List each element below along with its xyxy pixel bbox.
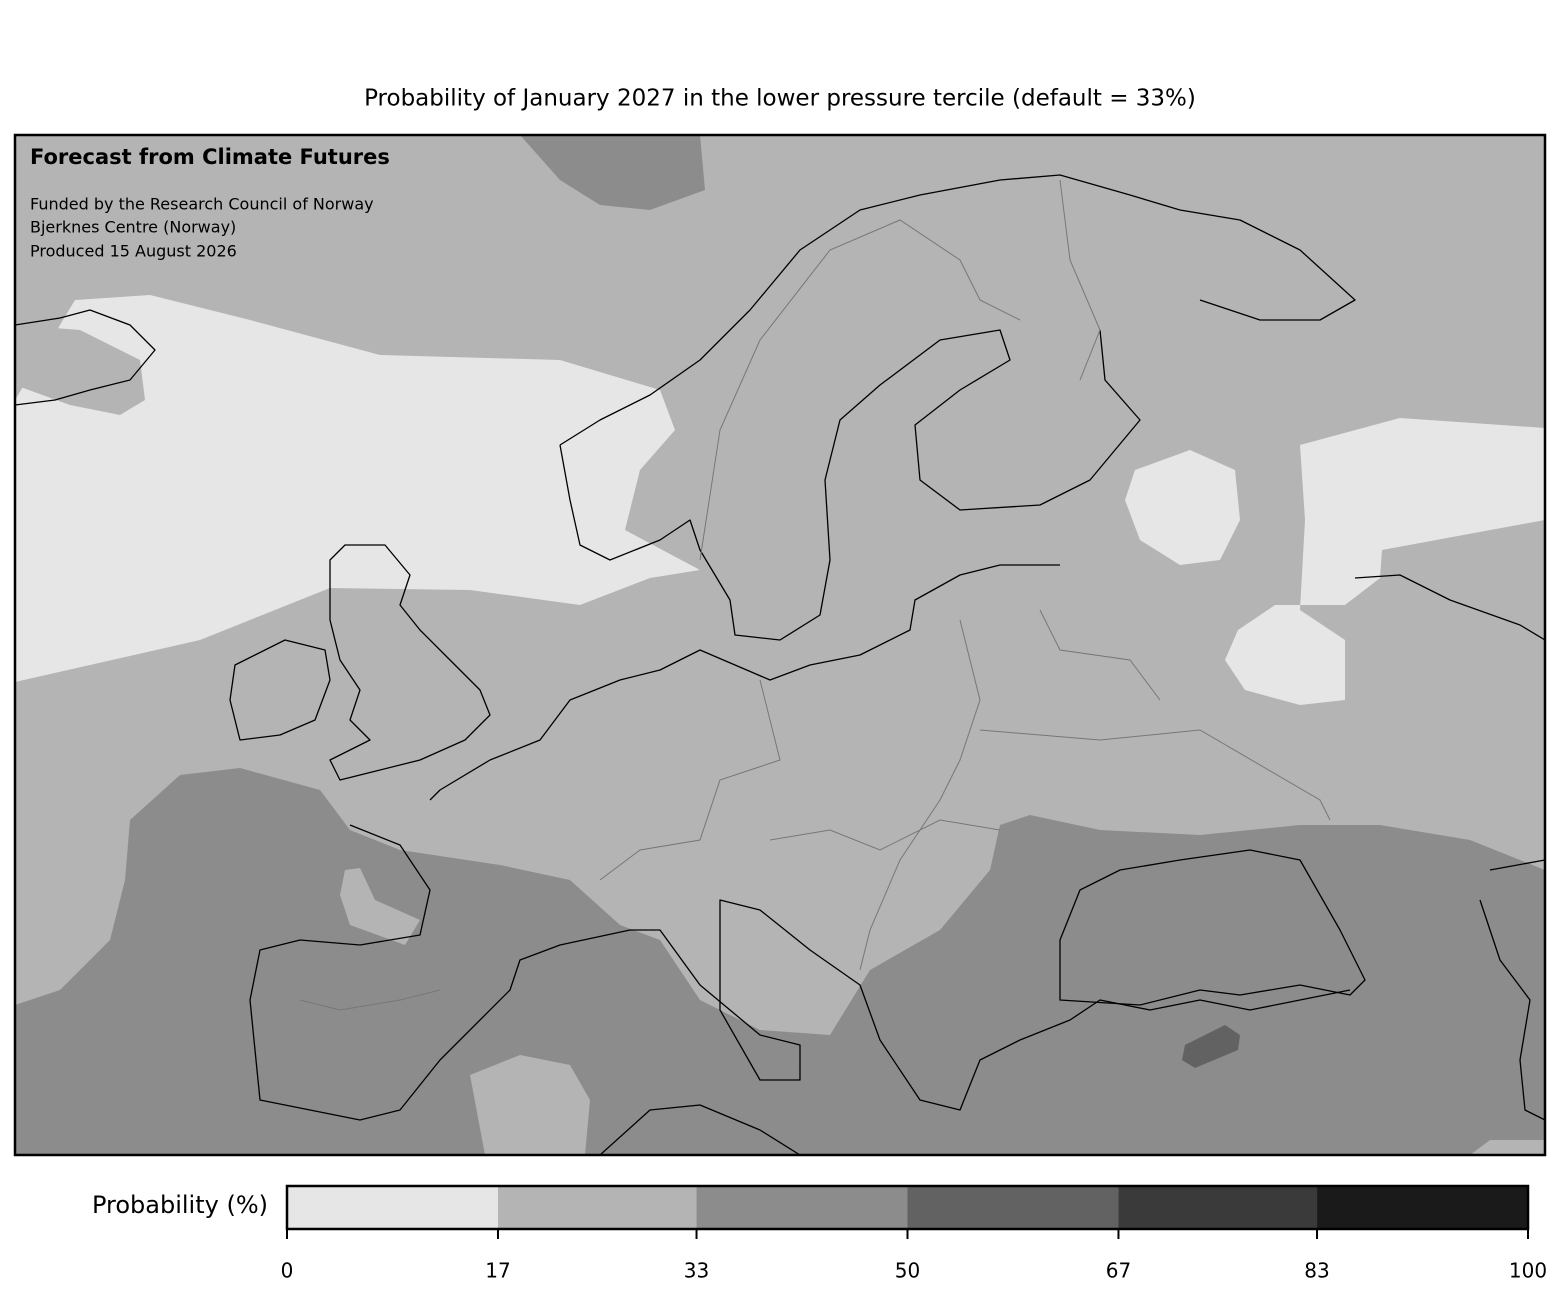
colorbar-bin <box>497 1186 697 1229</box>
colorbar-bin <box>1317 1186 1528 1229</box>
colorbar-bin <box>1118 1186 1318 1229</box>
zone <box>1125 450 1240 565</box>
tick-label: 33 <box>684 1259 709 1283</box>
tick-label: 67 <box>1106 1259 1131 1283</box>
tick-label: 0 <box>281 1259 294 1283</box>
tick-label: 100 <box>1509 1259 1547 1283</box>
colorbar-bin <box>907 1186 1119 1229</box>
colorbar-bin <box>696 1186 908 1229</box>
colorbar: 0 17 33 50 67 83 100 <box>281 1184 1547 1283</box>
annotation: Produced 15 August 2026 <box>30 242 237 261</box>
zone <box>15 768 1545 1155</box>
map <box>15 135 1545 1155</box>
zone <box>1182 1025 1240 1068</box>
tick-label: 50 <box>895 1259 920 1283</box>
zone <box>470 1055 590 1155</box>
map-frame <box>13 133 1547 1157</box>
zone <box>15 325 145 415</box>
zone <box>1225 418 1545 705</box>
zone <box>340 868 420 945</box>
borders <box>299 179 1331 1011</box>
colorbar-label: Probability (%) <box>92 1191 268 1219</box>
zone <box>15 295 700 682</box>
tick-label: 17 <box>485 1259 510 1283</box>
coastlines <box>15 174 1545 1155</box>
colorbar-bin <box>287 1186 498 1229</box>
title: Probability of January 2027 in the lower… <box>364 86 1196 112</box>
annotation: Bjerknes Centre (Norway) <box>30 218 236 237</box>
zone <box>520 135 705 210</box>
heading: Forecast from Climate Futures <box>30 145 390 169</box>
annotation: Funded by the Research Council of Norway <box>30 195 374 214</box>
tick-label: 83 <box>1304 1259 1329 1283</box>
